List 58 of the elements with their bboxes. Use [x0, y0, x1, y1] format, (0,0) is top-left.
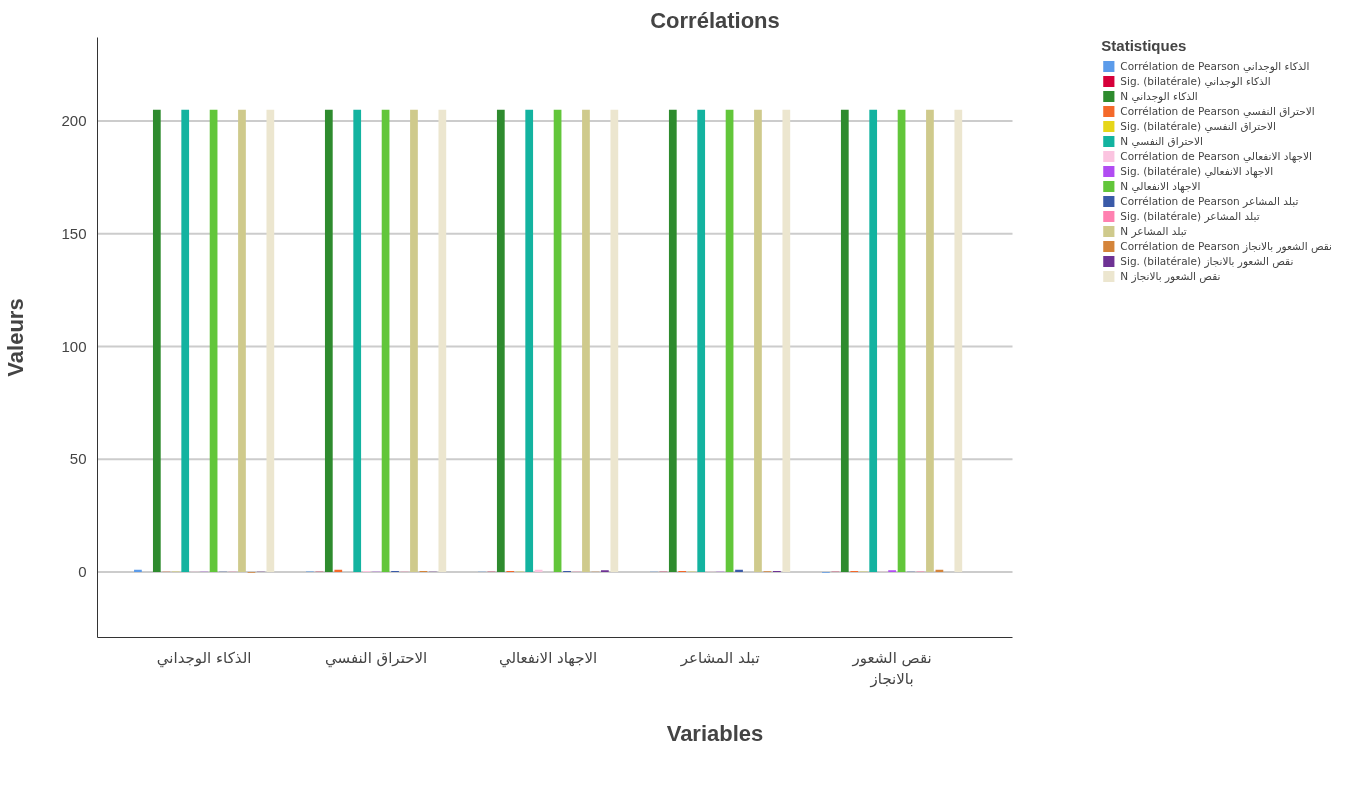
bar	[840, 109, 849, 573]
x-axis-title: Variables	[666, 721, 764, 747]
bar	[897, 109, 906, 573]
bar	[697, 109, 706, 573]
x-tick-label: الذكاء الوجداني	[156, 648, 252, 668]
x-tick-label: الاجهاد الانفعالي	[498, 648, 598, 668]
y-tick-label: 200	[61, 111, 87, 129]
bar	[438, 109, 447, 573]
bar	[266, 109, 275, 573]
legend-label: N الاجهاد الانفعالي	[1120, 179, 1201, 193]
legend-label: Corrélation de Pearson الاحتراق النفسي	[1120, 104, 1315, 118]
bar	[152, 109, 161, 573]
bar	[525, 109, 534, 573]
legend-label: Sig. (bilatérale) الاحتراق النفسي	[1120, 119, 1276, 133]
legend-label: N الاحتراق النفسي	[1120, 134, 1204, 148]
legend-label: Sig. (bilatérale) تبلد المشاعر	[1120, 209, 1260, 223]
legend-label: Corrélation de Pearson الاجهاد الانفعالي	[1120, 149, 1312, 163]
bar	[869, 109, 878, 573]
y-tick-label: 150	[61, 224, 87, 242]
bar	[334, 569, 343, 573]
legend-label: Corrélation de Pearson نقص الشعور بالانجاز	[1120, 239, 1332, 253]
bar	[324, 109, 333, 573]
bar	[954, 109, 963, 573]
bar	[553, 109, 562, 573]
chart-title: Corrélations	[650, 7, 780, 33]
bar	[534, 569, 543, 573]
legend-label: Corrélation de Pearson الذكاء الوجداني	[1120, 59, 1310, 73]
bar	[582, 109, 590, 573]
y-tick-label: 0	[78, 563, 87, 581]
y-tick-label: 100	[61, 337, 87, 355]
y-axis-title: Valeurs	[3, 298, 29, 377]
legend-label: N الذكاء الوجداني	[1120, 89, 1198, 103]
legend-label: N تبلد المشاعر	[1120, 224, 1187, 238]
bar	[754, 109, 762, 573]
bar	[353, 109, 362, 573]
x-tick-label: نقص الشعور بالانجاز	[851, 648, 932, 689]
bar	[668, 109, 677, 573]
legend-label: Corrélation de Pearson تبلد المشاعر	[1120, 194, 1299, 208]
bar	[735, 569, 743, 573]
bar	[209, 109, 218, 573]
bar	[238, 109, 246, 573]
x-tick-label: الاحتراق النفسي	[325, 648, 428, 668]
legend-label: Sig. (bilatérale) نقص الشعور بالانجاز	[1120, 254, 1294, 268]
bar	[410, 109, 418, 573]
x-tick-label: تبلد المشاعر	[679, 648, 760, 667]
bar	[381, 109, 390, 573]
bar	[782, 109, 791, 573]
legend-label: Sig. (bilatérale) الاجهاد الانفعالي	[1120, 164, 1274, 178]
legend-label: N نقص الشعور بالانجاز	[1120, 269, 1221, 283]
y-tick-label: 50	[69, 450, 87, 468]
legend-label: Sig. (bilatérale) الذكاء الوجداني	[1120, 74, 1271, 88]
bar	[181, 109, 190, 573]
legend-title: Statistiques	[1101, 37, 1188, 54]
bar	[134, 569, 142, 573]
bar	[610, 109, 619, 573]
bar	[496, 109, 505, 573]
bar	[926, 109, 934, 573]
bar	[725, 109, 734, 573]
